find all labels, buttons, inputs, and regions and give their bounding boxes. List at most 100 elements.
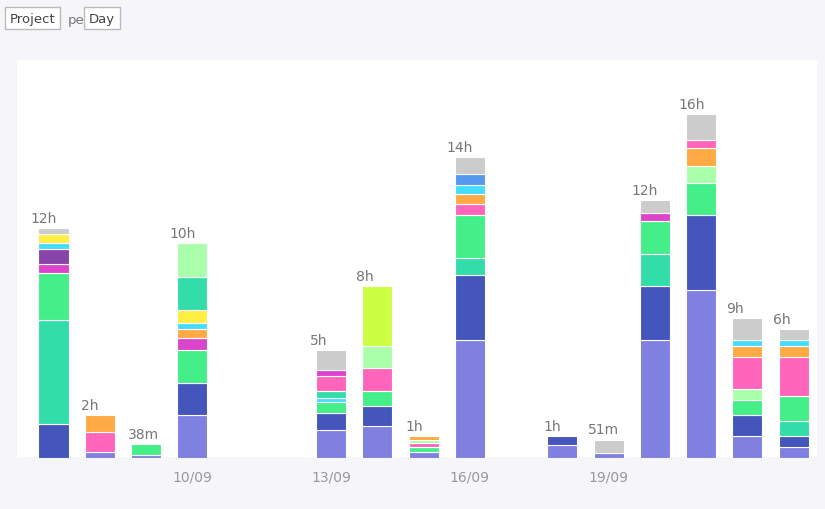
Bar: [686, 216, 716, 291]
Bar: [362, 368, 393, 391]
Bar: [316, 391, 346, 398]
Text: 14h: 14h: [446, 140, 473, 154]
Text: Project: Project: [10, 13, 55, 25]
Bar: [547, 445, 578, 458]
Text: 38m: 38m: [128, 428, 158, 441]
Bar: [686, 115, 716, 140]
Bar: [316, 430, 346, 458]
Bar: [316, 402, 346, 413]
Bar: [733, 400, 762, 415]
Text: Day: Day: [89, 13, 116, 25]
Bar: [177, 329, 207, 338]
Bar: [455, 194, 485, 205]
Bar: [455, 259, 485, 276]
Bar: [316, 398, 346, 402]
Bar: [362, 407, 393, 426]
Bar: [733, 319, 762, 340]
Text: 6h: 6h: [773, 312, 790, 326]
Text: 9h: 9h: [727, 301, 744, 316]
Bar: [593, 453, 624, 458]
Bar: [779, 347, 808, 357]
Bar: [362, 426, 393, 458]
Bar: [640, 340, 670, 458]
Bar: [85, 415, 115, 432]
Text: 8h: 8h: [356, 269, 374, 283]
Bar: [593, 440, 624, 453]
Bar: [177, 243, 207, 278]
Bar: [455, 175, 485, 186]
Bar: [686, 149, 716, 166]
Bar: [85, 432, 115, 451]
Bar: [177, 415, 207, 458]
Text: 16h: 16h: [678, 98, 705, 111]
Bar: [39, 424, 68, 458]
Bar: [733, 340, 762, 347]
Bar: [455, 340, 485, 458]
Bar: [39, 321, 68, 424]
Bar: [686, 140, 716, 149]
Bar: [547, 437, 578, 445]
Bar: [686, 183, 716, 216]
Bar: [455, 158, 485, 175]
Bar: [408, 443, 439, 447]
Bar: [686, 291, 716, 458]
Text: 10h: 10h: [169, 227, 196, 240]
Bar: [408, 437, 439, 440]
Bar: [177, 310, 207, 323]
Bar: [39, 235, 68, 243]
Bar: [779, 437, 808, 447]
Bar: [39, 273, 68, 321]
Bar: [362, 287, 393, 347]
Bar: [640, 201, 670, 213]
Bar: [779, 447, 808, 458]
Bar: [39, 229, 68, 235]
Bar: [316, 351, 346, 370]
Bar: [408, 451, 439, 458]
Bar: [733, 389, 762, 400]
Bar: [316, 377, 346, 391]
Text: 1h: 1h: [544, 419, 562, 434]
Bar: [177, 351, 207, 383]
Bar: [455, 276, 485, 340]
Bar: [779, 421, 808, 437]
Bar: [455, 186, 485, 194]
Bar: [85, 451, 115, 458]
Bar: [362, 391, 393, 407]
Text: 12h: 12h: [31, 211, 57, 225]
Bar: [177, 278, 207, 310]
Bar: [39, 265, 68, 273]
Bar: [408, 440, 439, 443]
Bar: [131, 444, 161, 455]
Bar: [779, 357, 808, 396]
Bar: [455, 205, 485, 216]
Bar: [733, 415, 762, 437]
Text: 12h: 12h: [632, 183, 658, 197]
Bar: [640, 254, 670, 287]
Bar: [733, 437, 762, 458]
Bar: [362, 347, 393, 368]
Bar: [39, 250, 68, 265]
Bar: [640, 287, 670, 340]
Text: per: per: [68, 14, 90, 27]
Bar: [686, 166, 716, 183]
Bar: [408, 447, 439, 451]
Bar: [455, 216, 485, 259]
Text: 5h: 5h: [310, 333, 328, 348]
Bar: [177, 338, 207, 351]
Bar: [316, 370, 346, 377]
Bar: [779, 340, 808, 347]
Bar: [177, 383, 207, 415]
Bar: [39, 243, 68, 250]
Bar: [177, 323, 207, 329]
Bar: [640, 222, 670, 254]
Bar: [316, 413, 346, 430]
Bar: [779, 329, 808, 340]
Bar: [131, 455, 161, 458]
Bar: [640, 213, 670, 222]
Text: 51m: 51m: [587, 422, 619, 437]
Bar: [779, 396, 808, 421]
Bar: [733, 347, 762, 357]
Text: 1h: 1h: [405, 419, 422, 434]
Text: 2h: 2h: [81, 398, 99, 412]
Bar: [733, 357, 762, 389]
